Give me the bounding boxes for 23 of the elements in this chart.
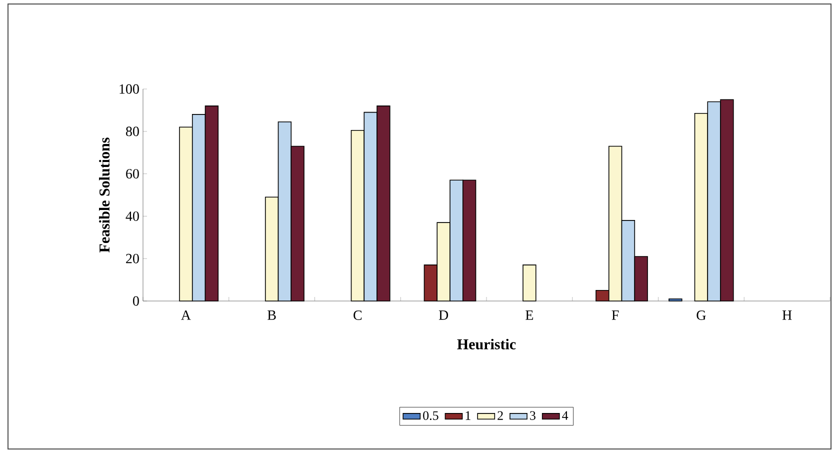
y-tick-label: 60 bbox=[126, 169, 139, 179]
x-axis-title: Heuristic bbox=[457, 338, 516, 350]
bar bbox=[668, 298, 682, 302]
y-tick-label: 40 bbox=[126, 211, 139, 221]
y-axis-title: Feasible Solutions bbox=[99, 138, 110, 252]
legend-label: 3 bbox=[530, 411, 536, 420]
x-tick-label: D bbox=[438, 310, 448, 320]
y-tick-label: 20 bbox=[126, 254, 139, 264]
legend-label: 4 bbox=[562, 411, 568, 420]
x-tick-label: E bbox=[526, 310, 534, 320]
x-tick-label: C bbox=[354, 310, 362, 320]
x-tick-label: B bbox=[268, 310, 276, 320]
y-tick-label: 100 bbox=[120, 84, 139, 94]
y-tick-label: 0 bbox=[133, 296, 139, 306]
x-tick-label: A bbox=[181, 310, 191, 320]
legend-label: 0.5 bbox=[423, 411, 438, 420]
bar bbox=[522, 264, 536, 302]
x-tick-label: F bbox=[612, 310, 619, 320]
y-tick-label: 80 bbox=[126, 126, 139, 136]
x-tick-label: H bbox=[782, 310, 792, 320]
legend-label: 2 bbox=[498, 411, 503, 420]
legend-label: 1 bbox=[466, 411, 470, 420]
x-tick-label: G bbox=[696, 310, 706, 320]
